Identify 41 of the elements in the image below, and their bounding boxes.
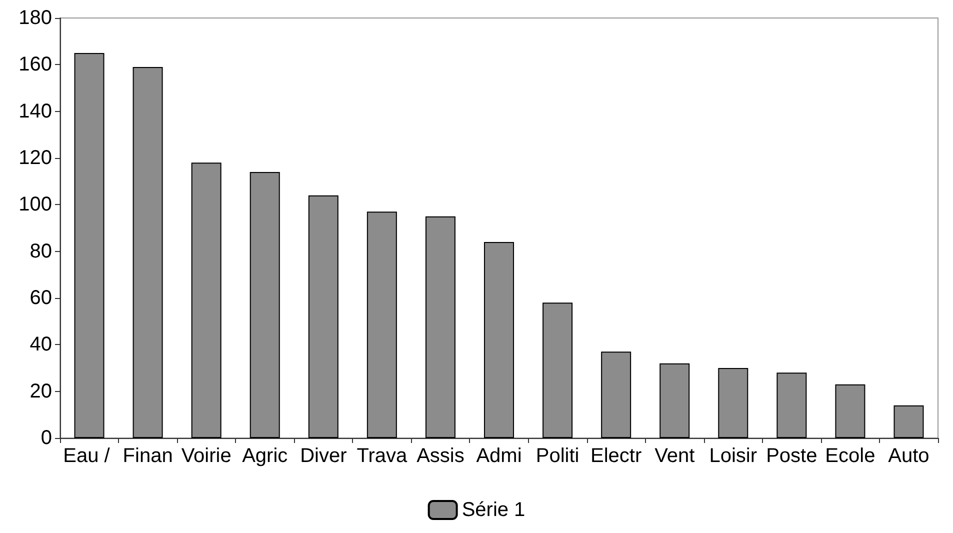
x-tick-label: Electr [590, 445, 642, 467]
bar [601, 352, 632, 438]
y-tick-label: 40 [30, 334, 52, 356]
x-tick-label: Agric [242, 445, 288, 467]
y-tick-label: 20 [30, 380, 52, 402]
x-tick-label: Trava [356, 445, 408, 467]
bar [74, 53, 104, 438]
bar [191, 162, 222, 438]
bar [425, 216, 456, 438]
x-tick-label: Auto [888, 445, 930, 467]
bar [660, 363, 690, 438]
x-tick-label: Loisir [709, 445, 758, 467]
x-tick-label: Diver [300, 445, 348, 467]
x-tick-label: Admi [476, 445, 522, 467]
y-tick-label: 60 [30, 287, 52, 309]
y-tick-label: 180 [18, 7, 52, 29]
y-tick-label: 0 [40, 427, 52, 449]
x-tick-label: Finan [122, 445, 173, 467]
bar [132, 67, 163, 438]
legend-label: Série 1 [462, 499, 526, 521]
x-tick-label: Poste [766, 445, 818, 467]
bar [308, 195, 338, 438]
bar [484, 242, 514, 438]
bar [894, 405, 924, 438]
x-tick-label: Ecole [825, 445, 876, 467]
x-tick-label: Politi [536, 445, 580, 467]
x-tick-label: Eau / [63, 445, 116, 467]
x-tick-label: Assis [416, 445, 464, 467]
bar [250, 172, 280, 438]
bar [776, 372, 807, 438]
y-tick-label: 120 [18, 147, 52, 169]
y-tick-label: 140 [18, 100, 52, 122]
bar [835, 384, 866, 438]
y-tick-label: 80 [30, 240, 52, 262]
y-tick-label: 160 [18, 54, 52, 76]
y-tick-label: 100 [18, 194, 52, 216]
bar [542, 302, 573, 438]
bar [366, 212, 397, 438]
x-tick-label: Vent [654, 445, 696, 467]
bar [718, 368, 748, 438]
x-tick-label: Voirie [181, 445, 232, 467]
